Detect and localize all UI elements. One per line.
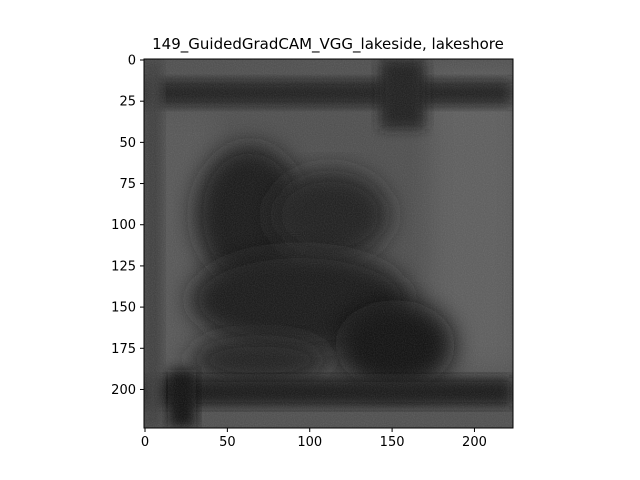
x-axis: 0 50 100 150 200 [141,428,487,450]
x-tick-label: 200 [462,435,487,450]
y-tick-label: 150 [111,301,136,316]
y-tick-label: 75 [119,177,136,192]
y-tick-label: 100 [111,218,136,233]
x-tick-label: 150 [380,435,405,450]
y-tick-label: 0 [128,54,136,69]
y-tick-label: 175 [111,342,136,357]
saliency-image [144,59,513,428]
y-tick-label: 200 [111,383,136,398]
x-tick-label: 0 [141,435,149,450]
y-tick-label: 125 [111,259,136,274]
y-tick-label: 25 [119,95,136,110]
y-axis: 0 25 50 75 100 125 150 175 200 [111,54,144,398]
x-tick-label: 100 [297,435,322,450]
y-tick-label: 50 [119,136,136,151]
axes-frame [143,58,514,429]
x-tick-label: 50 [219,435,236,450]
figure-title: 149_GuidedGradCAM_VGG_lakeside, lakeshor… [152,35,504,54]
